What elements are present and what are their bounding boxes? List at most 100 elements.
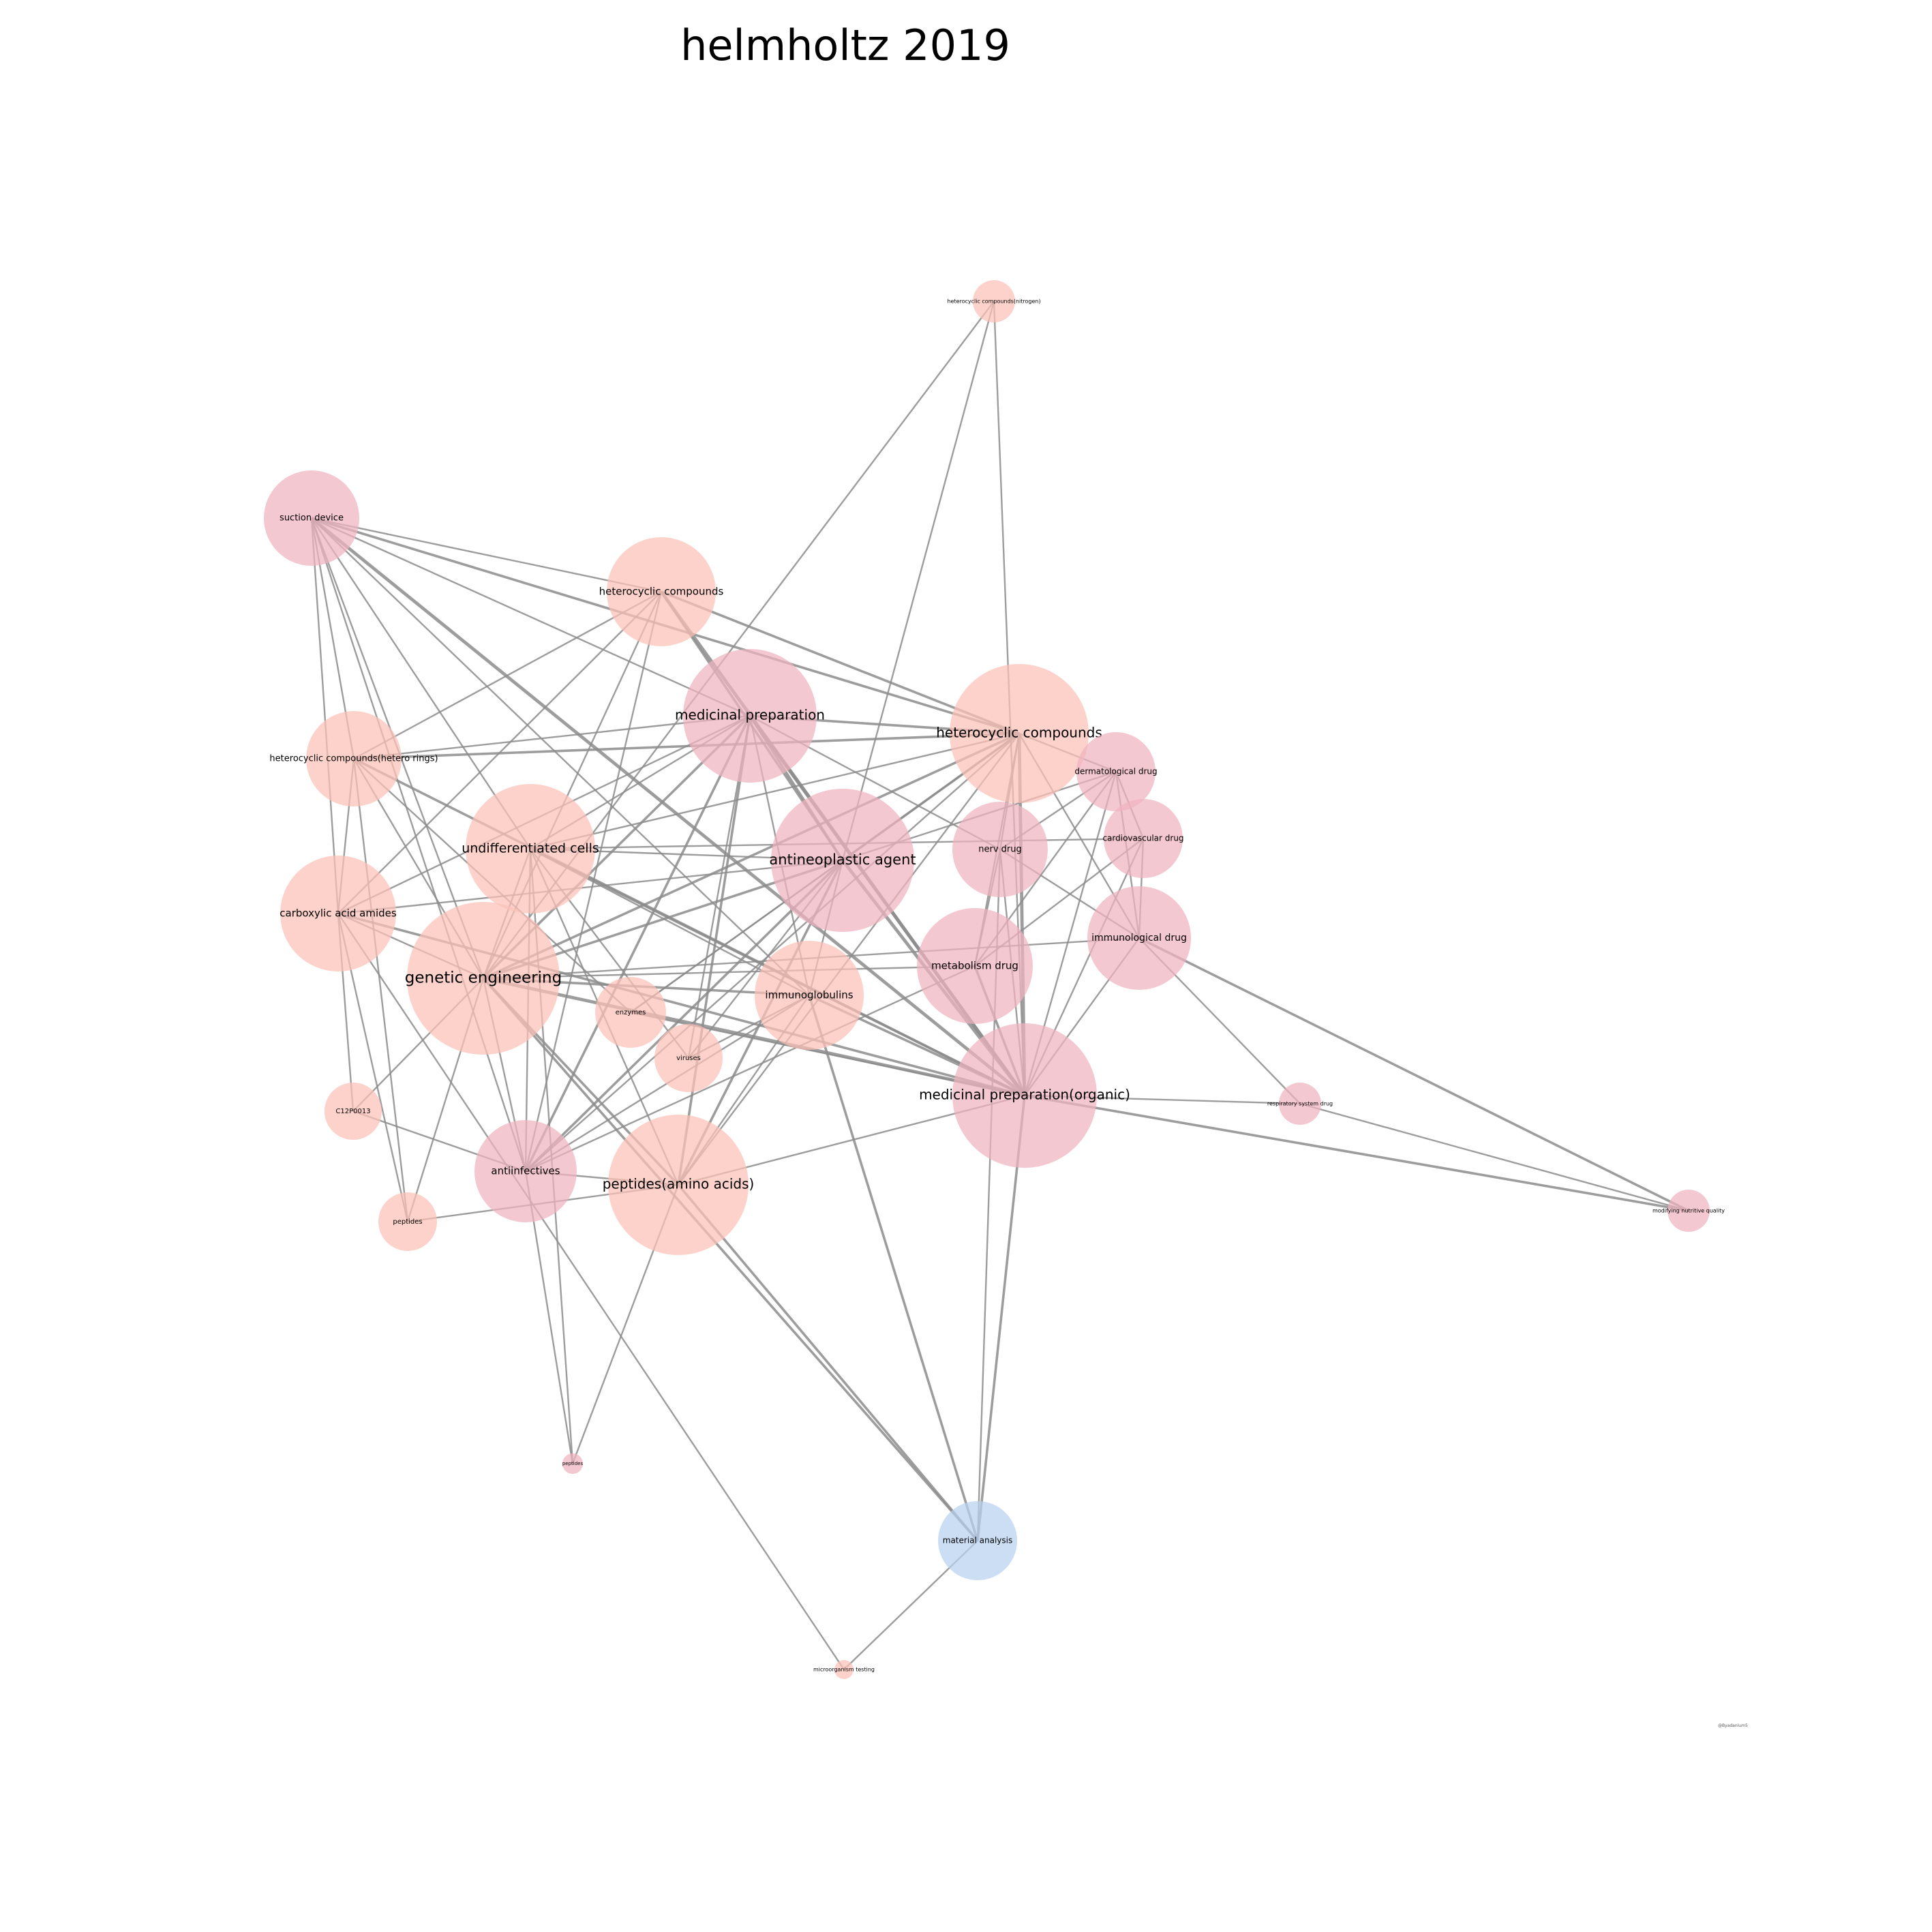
node-label-undifferentiated-cells: undifferentiated cells	[462, 841, 599, 856]
node-circle-suction-device	[264, 470, 359, 566]
node-peptides: peptides	[378, 1192, 437, 1251]
edge-heterocyclic-compounds-nitrogen-antineoplastic-agent	[841, 301, 995, 861]
edge-immunoglobulins-material-analysis	[808, 995, 979, 1541]
node-label-dermatological-drug: dermatological drug	[1074, 767, 1157, 776]
node-label-c12p0013: C12P0013	[335, 1108, 370, 1115]
diagram-title: helmholtz 2019	[680, 20, 1010, 70]
node-circle-medicinal-preparation	[683, 649, 817, 783]
node-medicinal-preparation: medicinal preparation	[675, 649, 825, 783]
edge-immunological-drug-modifying-nutritive-quality	[1138, 937, 1689, 1212]
node-circle-cardiovascular-drug	[1104, 799, 1183, 878]
node-circle-c12p0013	[324, 1083, 382, 1140]
node-label-peptides-amino-acids: peptides(amino acids)	[603, 1176, 755, 1192]
node-cardiovascular-drug: cardiovascular drug	[1102, 799, 1184, 878]
node-circle-undifferentiated-cells	[466, 784, 595, 914]
node-circle-peptides-small	[562, 1453, 583, 1474]
node-circle-material-analysis	[938, 1501, 1017, 1580]
node-label-viruses: viruses	[676, 1055, 701, 1062]
node-label-metabolism-drug: metabolism drug	[931, 960, 1018, 972]
node-label-antineoplastic-agent: antineoplastic agent	[769, 851, 916, 868]
node-carboxylic-acid-amides: carboxylic acid amides	[280, 856, 397, 971]
edge-suction-device-undifferentiated-cells	[310, 517, 532, 849]
edge-suction-device-carboxylic-acid-amides	[310, 517, 339, 914]
node-circle-viruses	[654, 1024, 723, 1092]
node-undifferentiated-cells: undifferentiated cells	[462, 784, 599, 914]
node-label-nerv-drug: nerv drug	[978, 845, 1022, 855]
edge-antineoplastic-agent-carboxylic-acid-amides	[337, 859, 843, 915]
node-material-analysis: material analysis	[938, 1501, 1017, 1580]
node-heterocyclic-compounds-top: heterocyclic compounds	[599, 537, 724, 646]
node-microorganism-testing: microorganism testing	[813, 1660, 875, 1679]
node-antineoplastic-agent: antineoplastic agent	[769, 789, 916, 932]
node-circle-antineoplastic-agent	[771, 789, 914, 932]
edge-medicinal-preparation-peptides-amino-acids	[677, 715, 751, 1186]
edge-suction-device-immunoglobulins	[311, 517, 810, 996]
node-circle-heterocyclic-compounds	[950, 664, 1089, 803]
node-label-peptides-small: peptides	[562, 1461, 584, 1466]
node-label-material-analysis: material analysis	[943, 1536, 1013, 1545]
node-label-genetic-engineering: genetic engineering	[405, 969, 562, 987]
node-label-immunoglobulins: immunoglobulins	[765, 989, 853, 1001]
node-respiratory-system-drug: respiratory system drug	[1267, 1083, 1333, 1125]
edge-heterocyclic-compounds-genetic-engineering	[483, 732, 1020, 980]
edge-antineoplastic-agent-antiinfectives	[524, 859, 844, 1173]
node-suction-device: suction device	[264, 470, 359, 566]
edge-heterocyclic-compounds-antiinfectives	[525, 733, 1020, 1172]
node-circle-peptides-amino-acids	[608, 1115, 749, 1255]
node-layer: suction device heterocyclic compounds hete…	[264, 280, 1725, 1679]
node-immunological-drug: immunological drug	[1087, 886, 1191, 990]
node-label-heterocyclic-compounds-top: heterocyclic compounds	[599, 586, 724, 598]
node-label-respiratory-system-drug: respiratory system drug	[1267, 1101, 1333, 1107]
node-circle-respiratory-system-drug	[1279, 1083, 1321, 1125]
node-label-medicinal-preparation: medicinal preparation	[675, 707, 825, 723]
edge-heterocyclic-compounds-undifferentiated-cells	[530, 732, 1020, 850]
node-immunoglobulins: immunoglobulins	[755, 941, 864, 1050]
node-circle-microorganism-testing	[834, 1660, 854, 1679]
node-circle-metabolism-drug	[917, 908, 1033, 1024]
edge-suction-device-medicinal-preparation	[311, 517, 751, 717]
node-medicinal-preparation-organic: medicinal preparation(organic)	[919, 1023, 1130, 1168]
node-modifying-nutritive-quality: modifying nutritive quality	[1652, 1190, 1725, 1232]
node-heterocyclic-compounds-hetero-rings: heterocyclic compounds(hetero rings)	[269, 711, 438, 806]
node-c12p0013: C12P0013	[324, 1083, 382, 1140]
edge-heterocyclic-compounds-top-heterocyclic-compounds-hetero-rings	[353, 590, 662, 760]
watermark-text: @Byadanium5	[1718, 1723, 1748, 1728]
node-heterocyclic-compounds: heterocyclic compounds	[936, 664, 1102, 803]
node-circle-medicinal-preparation-organic	[952, 1023, 1097, 1168]
node-circle-genetic-engineering	[407, 902, 560, 1055]
node-circle-carboxylic-acid-amides	[280, 856, 396, 971]
node-label-medicinal-preparation-organic: medicinal preparation(organic)	[919, 1087, 1130, 1103]
edge-heterocyclic-compounds-hetero-rings-peptides	[352, 758, 409, 1222]
node-label-modifying-nutritive-quality: modifying nutritive quality	[1652, 1208, 1725, 1214]
node-circle-enzymes	[595, 977, 666, 1048]
node-peptides-amino-acids: peptides(amino acids)	[603, 1115, 755, 1255]
node-label-cardiovascular-drug: cardiovascular drug	[1102, 834, 1183, 843]
node-label-suction-device: suction device	[280, 513, 344, 524]
node-metabolism-drug: metabolism drug	[917, 908, 1033, 1024]
node-label-microorganism-testing: microorganism testing	[813, 1667, 875, 1673]
node-circle-antiinfectives	[474, 1120, 577, 1222]
node-label-heterocyclic-compounds-nitrogen: heterocyclic compounds(nitrogen)	[947, 299, 1040, 305]
edge-suction-device-medicinal-preparation-organic	[310, 517, 1026, 1097]
edge-medicinal-preparation-organic-modifying-nutritive-quality	[1024, 1094, 1689, 1212]
node-circle-heterocyclic-compounds-top	[607, 537, 716, 646]
node-genetic-engineering: genetic engineering	[405, 902, 562, 1055]
edge-suction-device-heterocyclic-compounds-top	[311, 517, 662, 593]
node-label-carboxylic-acid-amides: carboxylic acid amides	[280, 907, 397, 920]
node-antiinfectives: antiinfectives	[474, 1120, 577, 1222]
edge-heterocyclic-compounds-heterocyclic-compounds-hetero-rings	[353, 732, 1020, 760]
edge-peptides-amino-acids-material-analysis	[677, 1183, 979, 1542]
node-label-antiinfectives: antiinfectives	[491, 1165, 560, 1177]
node-nerv-drug: nerv drug	[952, 802, 1048, 897]
node-viruses: viruses	[654, 1024, 723, 1092]
node-heterocyclic-compounds-nitrogen: heterocyclic compounds(nitrogen)	[947, 280, 1041, 322]
node-circle-dermatological-drug	[1076, 732, 1156, 811]
edge-metabolism-drug-antiinfectives	[525, 965, 976, 1173]
node-dermatological-drug: dermatological drug	[1074, 732, 1158, 811]
node-circle-immunoglobulins	[755, 941, 864, 1050]
node-label-immunological-drug: immunological drug	[1091, 933, 1187, 944]
node-circle-heterocyclic-compounds-hetero-rings	[306, 711, 402, 806]
node-label-peptides: peptides	[393, 1218, 422, 1226]
node-circle-peptides	[378, 1192, 437, 1251]
